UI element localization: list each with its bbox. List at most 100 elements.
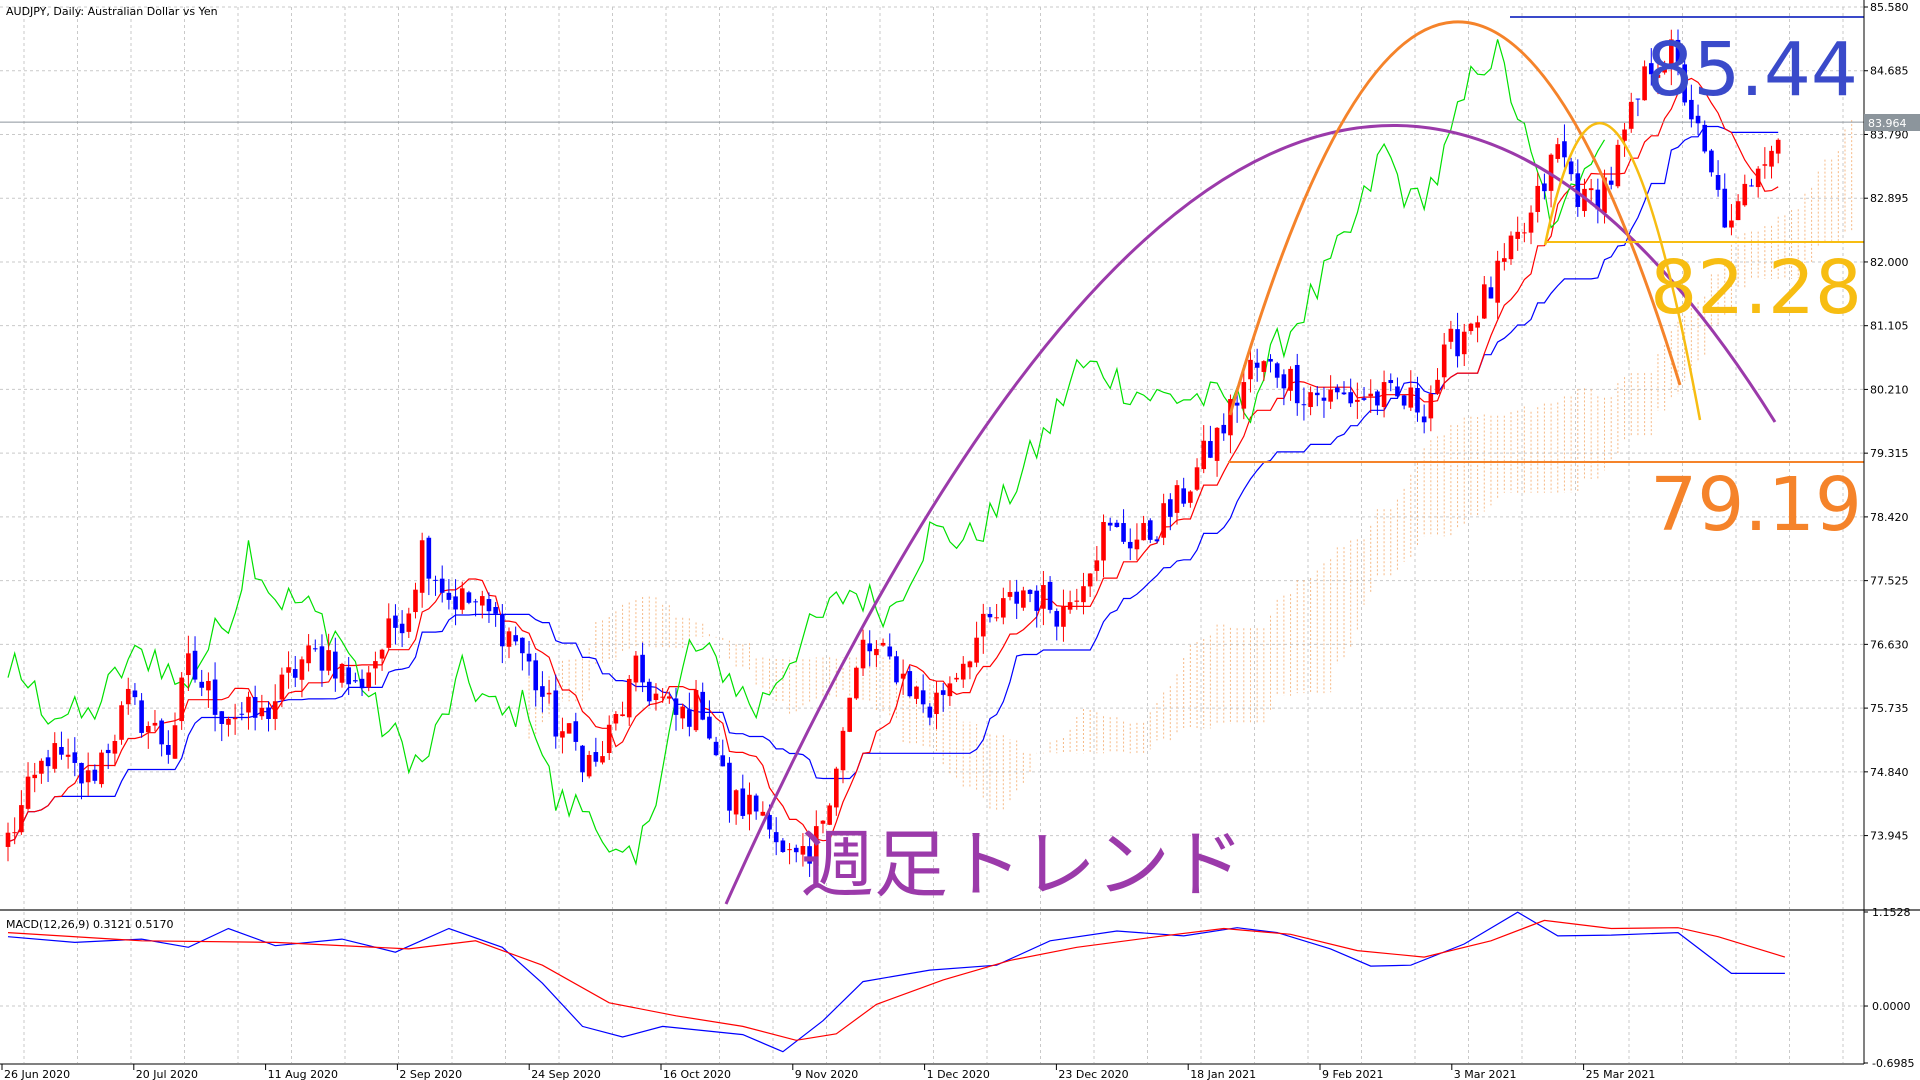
candle-body (85, 770, 91, 783)
candle-body (1408, 387, 1414, 408)
candle-body (393, 615, 398, 628)
candle-body (707, 716, 712, 739)
candle-body (1642, 66, 1647, 101)
candle-body (1127, 541, 1133, 549)
candle-body (606, 724, 612, 754)
price-tick-label: 82.895 (1870, 192, 1909, 205)
candle-body (773, 832, 779, 843)
price-tick-label: 76.630 (1870, 638, 1909, 651)
candle-body (1087, 573, 1093, 587)
candle-body (1114, 522, 1120, 528)
candle-body (386, 618, 392, 648)
candle-body (1455, 329, 1460, 357)
candle-body (1321, 397, 1327, 401)
candle-body (1254, 362, 1260, 368)
candle-body (867, 643, 873, 652)
candle-body (974, 637, 979, 663)
candle-body (413, 589, 418, 613)
candle-body (1655, 74, 1661, 78)
candle-body (359, 678, 365, 689)
candle-body (239, 713, 245, 715)
candle-body (1502, 258, 1507, 262)
candle-body (1094, 560, 1100, 571)
candle-body (1248, 359, 1253, 380)
candle-body (1041, 585, 1046, 609)
candle-body (226, 718, 231, 725)
price-tick-label: 83.790 (1870, 128, 1909, 141)
candle-body (740, 788, 746, 816)
candle-body (486, 599, 492, 612)
candle-body (987, 613, 993, 618)
candle-body (646, 681, 652, 702)
candle-body (433, 579, 438, 581)
candle-body (259, 707, 265, 717)
candle-body (346, 667, 351, 685)
candle-body (406, 613, 412, 632)
price-tick-label: 77.525 (1870, 575, 1909, 588)
candle-body (59, 746, 64, 755)
time-tick-label: 9 Nov 2020 (795, 1068, 858, 1080)
candle-body (446, 592, 452, 600)
candle-body (232, 717, 238, 720)
candle-body (1274, 363, 1280, 378)
candle-body (967, 661, 973, 668)
candle-body (1101, 521, 1106, 561)
candle-body (1067, 602, 1073, 610)
macd-panel (0, 909, 1920, 1053)
drawn-trend-overlays (724, 15, 1864, 905)
candle-body (566, 723, 572, 734)
price-tick-label: 84.685 (1870, 65, 1909, 78)
candle-body (493, 606, 498, 614)
candle-body (546, 692, 552, 695)
candle-body (1602, 177, 1607, 214)
candle-body (934, 692, 939, 715)
candle-body (1702, 124, 1708, 152)
candle-body (166, 744, 171, 755)
candle-body (586, 754, 592, 777)
candle-body (19, 805, 24, 833)
candle-body (1181, 488, 1186, 504)
candle-body (1729, 220, 1734, 228)
candle-body (1388, 380, 1394, 384)
candle-body (1381, 382, 1387, 408)
candle-body (279, 674, 285, 700)
candle-body (192, 650, 198, 680)
candle-body (1001, 598, 1006, 618)
candle-body (1722, 188, 1728, 228)
candle-body (940, 690, 946, 695)
candle-body (5, 832, 11, 847)
candle-body (473, 601, 478, 603)
candle-body (1662, 68, 1667, 73)
candle-body (1107, 522, 1113, 526)
candle-body (326, 650, 331, 671)
candle-body (246, 696, 251, 713)
candle-body (680, 706, 685, 719)
candle-body (1428, 393, 1434, 419)
candle-body (1401, 395, 1407, 406)
candle-body (1522, 232, 1527, 234)
candle-body (1375, 391, 1380, 406)
candle-body (553, 690, 559, 737)
candle-body (1301, 404, 1307, 406)
candle-body (1341, 392, 1347, 395)
candle-body (186, 653, 191, 676)
candle-body (1147, 520, 1153, 540)
candle-body (125, 688, 131, 705)
candle-body (1588, 188, 1594, 191)
candle-body (580, 745, 585, 773)
candle-body (1675, 39, 1681, 63)
candle-body (927, 706, 933, 718)
current-price-label: 83.964 (1868, 117, 1907, 130)
candle-body (1515, 231, 1520, 239)
candle-body (1361, 398, 1367, 400)
candle-body (800, 846, 806, 855)
candle-body (713, 741, 719, 756)
candle-body (1769, 150, 1774, 167)
candle-body (1415, 387, 1420, 413)
candle-body (419, 540, 425, 593)
candle-body (1622, 129, 1627, 141)
kijun-sen (7, 125, 1779, 843)
candle-body (119, 705, 124, 740)
macd-label: MACD(12,26,9) 0.3121 0.5170 (6, 918, 174, 931)
candle-body (292, 669, 298, 678)
